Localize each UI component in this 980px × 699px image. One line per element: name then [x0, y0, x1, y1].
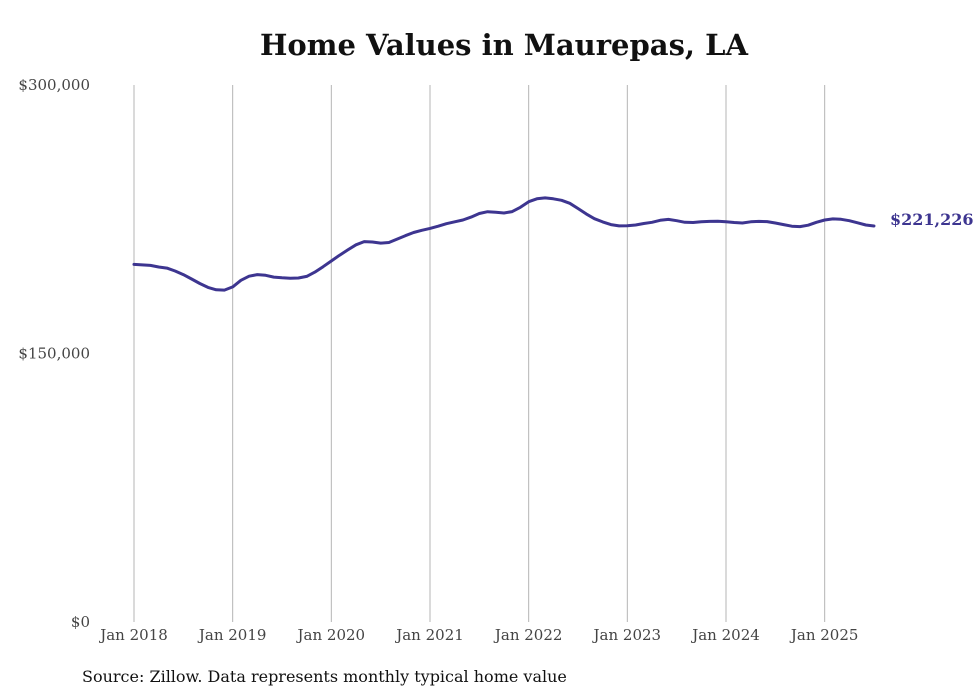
x-tick-label: Jan 2021 — [394, 626, 464, 644]
vertical-gridlines — [133, 85, 826, 622]
x-tick-label: Jan 2024 — [690, 626, 760, 644]
line-chart: $0$150,000$300,000 Jan 2018 Jan 2019 Jan 2… — [18, 76, 974, 644]
data-points — [133, 197, 875, 291]
x-tick-label: Jan 2018 — [98, 626, 168, 644]
home-value-line — [132, 196, 876, 292]
chart-title: Home Values in Maurepas, LA — [260, 28, 748, 62]
x-tick-label: Jan 2025 — [789, 626, 859, 644]
x-tick-label: Jan 2019 — [197, 626, 267, 644]
x-tick-label: Jan 2022 — [493, 626, 563, 644]
x-tick-label: Jan 2020 — [296, 626, 366, 644]
source-note: Source: Zillow. Data represents monthly … — [82, 667, 567, 686]
y-tick-label: $0 — [71, 613, 90, 631]
y-tick-label: $150,000 — [18, 345, 90, 363]
x-tick-label: Jan 2023 — [592, 626, 662, 644]
end-value-label: $221,226 — [890, 210, 974, 229]
y-tick-label: $300,000 — [18, 76, 90, 94]
x-axis-ticks: Jan 2018 Jan 2019 Jan 2020 Jan 2021 Jan 2022… — [98, 626, 858, 644]
y-axis-ticks: $0 $150,000 $300,000 — [18, 76, 90, 631]
